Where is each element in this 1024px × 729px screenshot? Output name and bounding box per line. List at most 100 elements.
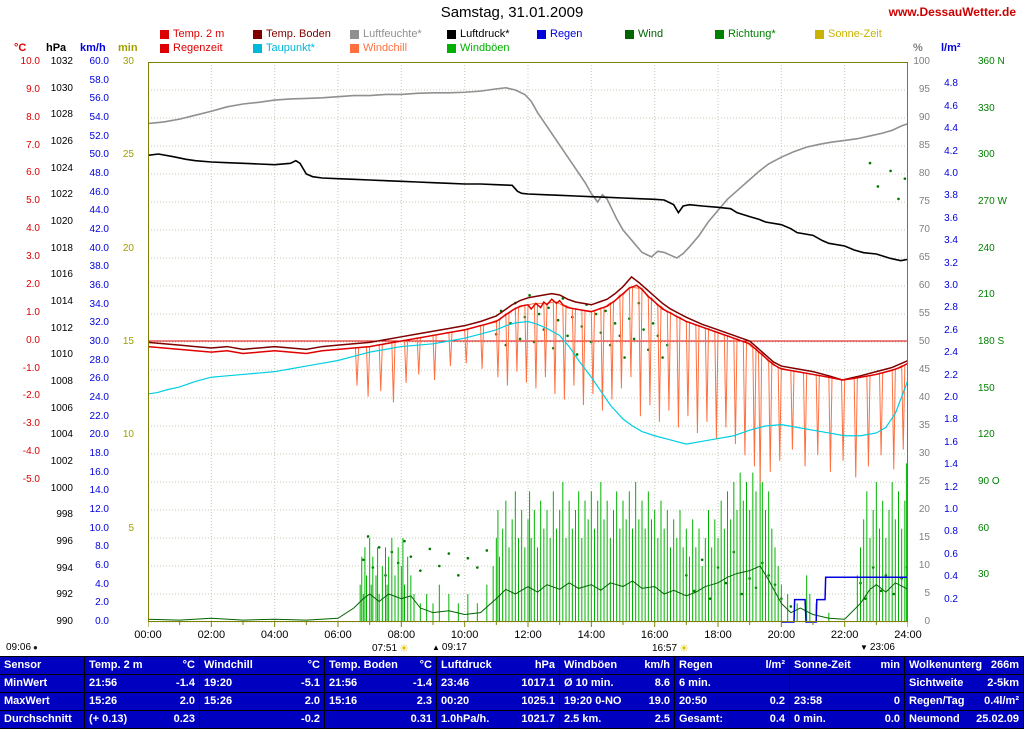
axis-tick-percent: 5 xyxy=(924,588,930,599)
x-axis-label: 20:00 xyxy=(767,629,796,641)
axis-tick-degrees: 30 xyxy=(978,569,990,581)
website-link[interactable]: www.DessauWetter.de xyxy=(888,5,1016,19)
table-cell xyxy=(790,675,905,693)
wind-direction-dot xyxy=(457,574,460,577)
table-cell-value: hPa xyxy=(534,659,555,671)
table-cell-value: min xyxy=(880,659,900,671)
table-cell-label: 19:20 0-NO xyxy=(564,695,622,707)
axis-tick-kmh: 46.0 xyxy=(89,186,109,198)
axis-tick-kmh: 0.0 xyxy=(95,616,109,627)
wind-direction-dot xyxy=(409,555,413,558)
table-cell: 15:16 2.3 xyxy=(325,693,437,711)
series-luftfeuchte xyxy=(148,86,908,259)
axis-tick-kmh: 58.0 xyxy=(89,74,109,86)
axis-tick-hpa: 996 xyxy=(56,536,73,547)
axis-tick-kmh: 40.0 xyxy=(89,242,109,254)
axis-tick-percent: 10 xyxy=(918,560,930,571)
table-info-cell: Regen/Tag 0.4l/m² xyxy=(905,693,1024,711)
series-luftdruck xyxy=(148,153,908,262)
axis-tick-percent: 80 xyxy=(918,168,930,179)
axis-tick-kmh: 42.0 xyxy=(89,224,109,235)
table-cell-label: Windböen xyxy=(564,659,618,671)
table-cell: Ø 10 min. 8.6 xyxy=(560,675,675,693)
table-cell: 19:20 -5.1 xyxy=(200,675,325,693)
axis-tick-celsius: 6.0 xyxy=(26,167,40,179)
axis-tick-hpa: 1028 xyxy=(50,109,73,121)
axis-tick-celsius: 10.0 xyxy=(20,56,40,67)
legend-swatch xyxy=(350,29,359,39)
wind-direction-dot xyxy=(604,309,607,313)
legend-item: Luftfeuchte* xyxy=(350,28,422,40)
axis-tick-percent: 100 xyxy=(913,56,930,67)
legend-swatch xyxy=(447,43,456,53)
axis-tick-hpa: 1016 xyxy=(50,269,73,281)
table-info-cell: Neumond 25.02.09 xyxy=(905,711,1024,729)
axis-tick-percent: 40 xyxy=(918,392,930,403)
axis-tick-lm2: 2.8 xyxy=(944,302,958,314)
sun-moon-annotation: ▲ 09:17 xyxy=(432,642,467,653)
axis-tick-kmh: 50.0 xyxy=(89,149,109,161)
x-axis-label: 18:00 xyxy=(704,629,732,641)
legend-item: Windchill xyxy=(350,42,407,54)
table-info-value: 25.02.09 xyxy=(976,713,1019,725)
table-row-header: Sensor xyxy=(0,657,85,675)
table-cell-label: Luftdruck xyxy=(441,659,492,671)
axis-tick-lm2: 0.8 xyxy=(944,526,958,538)
axis-tick-hpa: 998 xyxy=(56,509,73,521)
axis-tick-lm2: 3.2 xyxy=(944,257,958,269)
annotation-time: 09:06 xyxy=(6,642,32,653)
legend-item: Richtung* xyxy=(715,28,776,40)
axis-tick-percent: 20 xyxy=(918,504,930,515)
wind-direction-dot xyxy=(642,328,645,331)
table-cell-value: °C xyxy=(419,659,432,671)
wind-direction-dot xyxy=(377,546,381,549)
axis-unit: min xyxy=(118,42,138,54)
axis-tick-degrees: 270 W xyxy=(978,196,1007,207)
plot-border xyxy=(148,62,908,622)
table-row-header: MaxWert xyxy=(0,693,85,711)
axis-tick-lm2: 0.2 xyxy=(944,593,958,605)
table-cell-label: Regen xyxy=(679,659,713,671)
table-cell-label: 21:56 xyxy=(329,677,358,689)
table-cell-label: 23:58 xyxy=(794,695,823,707)
legend-swatch xyxy=(253,43,262,53)
axis-tick-celsius: -3.0 xyxy=(22,418,40,430)
x-axis-label: 24:00 xyxy=(894,629,922,641)
legend-item: Regen xyxy=(537,28,582,40)
sun-moon-annotation: 16:57 ☀ xyxy=(652,642,689,655)
axis-tick-percent: 55 xyxy=(918,308,930,319)
table-cell: 15:26 2.0 xyxy=(200,693,325,711)
wind-direction-dot xyxy=(708,597,712,600)
axis-tick-lm2: 1.8 xyxy=(944,414,958,426)
axis-unit: hPa xyxy=(46,42,67,54)
axis-tick-celsius: -5.0 xyxy=(22,474,40,485)
table-cell-label: Sonne-Zeit xyxy=(794,659,851,671)
legend-label: Regen xyxy=(550,28,583,40)
axis-tick-hpa: 1022 xyxy=(50,189,73,201)
legend-swatch xyxy=(715,29,724,39)
wind-direction-dot xyxy=(537,312,541,316)
wind-direction-dot xyxy=(575,353,579,356)
wind-direction-dot xyxy=(547,306,550,310)
axis-tick-celsius: 5.0 xyxy=(26,195,40,207)
annotation-time: 07:51 xyxy=(372,643,398,654)
legend-label: Regenzeit xyxy=(173,42,223,54)
axis-tick-lm2: 0.4 xyxy=(944,571,958,583)
wind-direction-dot xyxy=(403,539,406,543)
table-info-value: 2-5km xyxy=(987,677,1019,689)
legend-label: Luftdruck* xyxy=(460,28,510,40)
table-cell: Windchill °C xyxy=(200,657,325,675)
axis-tick-percent: 75 xyxy=(918,196,930,207)
wind-direction-dot xyxy=(897,197,900,201)
table-cell: 20:50 0.2 xyxy=(675,693,790,711)
legend-label: Richtung* xyxy=(728,28,776,40)
table-cell: Temp. Boden °C xyxy=(325,657,437,675)
table-row-header-label: Durchschnitt xyxy=(4,713,72,725)
axis-tick-lm2: 1.4 xyxy=(944,459,958,471)
axis-tick-hpa: 1030 xyxy=(50,82,73,94)
table-cell: 23:58 0 xyxy=(790,693,905,711)
windchill-line xyxy=(354,286,906,484)
axis-tick-celsius: 0.0 xyxy=(26,334,40,346)
axis-tick-hpa: 992 xyxy=(56,589,73,601)
summary-table: Sensor Temp. 2 m °C Windchill °C Temp. Boden °… xyxy=(0,656,1024,729)
